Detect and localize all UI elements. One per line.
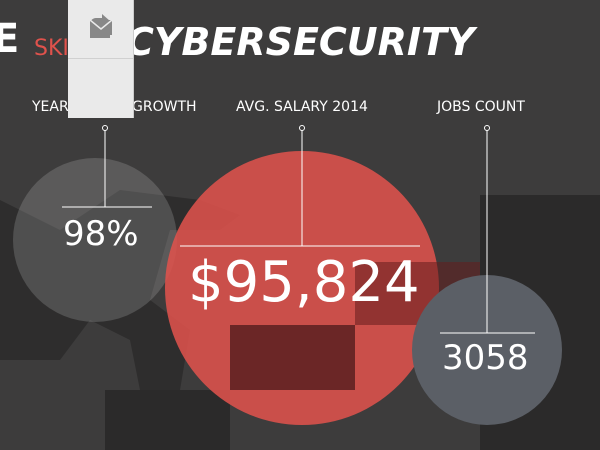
email-icon [89,19,113,35]
connectors [62,125,535,334]
email-button[interactable] [68,19,133,118]
stat-label: AVG. SALARY 2014 [236,99,368,115]
jobs-circle [412,275,562,425]
stat-label: YEAR [32,99,69,115]
share-panel [68,0,134,118]
dark-block [105,390,230,450]
stat-value: 3058 [442,338,529,378]
stat-value: $95,824 [188,250,420,315]
title-prefix: SKI [34,36,69,61]
stat-value: 98% [63,214,139,254]
stat-label: GROWTH [132,99,197,115]
title: CYBERSECURITY [126,20,475,64]
edge-letter: E [0,16,20,62]
growth-circle [13,158,177,322]
stat-label: JOBS COUNT [437,99,525,115]
dark-block [230,325,355,390]
